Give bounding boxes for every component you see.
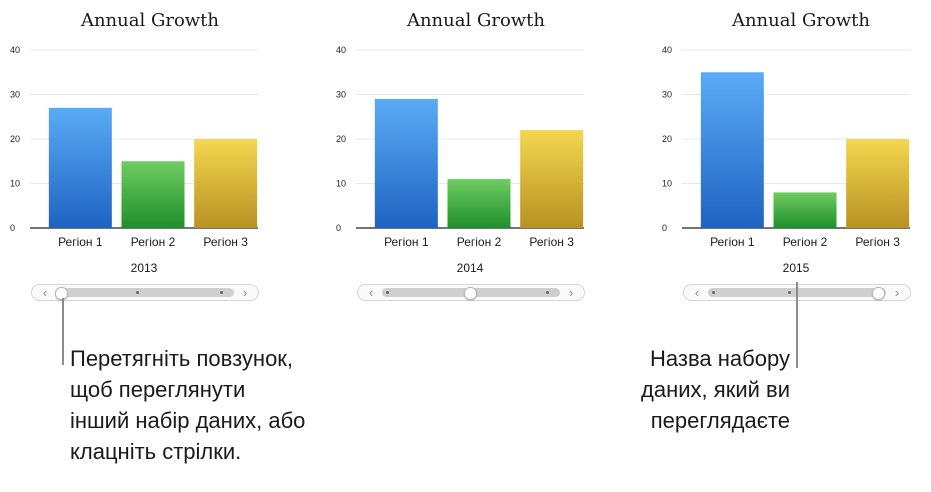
slider-step-dot xyxy=(386,291,389,294)
slider-step-dot xyxy=(220,291,223,294)
bar-chart: 0 10 20 30 40 Регіон 1 Регіон 2 Регіон 3 xyxy=(10,45,258,249)
x-tick-label: Регіон 3 xyxy=(203,235,248,249)
bar-chart: 0 10 20 30 40 Регіон 1 Регіон 2 Регіон 3 xyxy=(662,45,910,249)
dataset-callout-line xyxy=(796,282,798,368)
chart-panel-2014: Annual Growth 0 10 20 30 40 Регіон 1 Регіон 2 Р… xyxy=(326,0,626,320)
slider-thumb[interactable] xyxy=(463,287,477,300)
chart-panel-2013: Annual Growth 0 10 20 30 40 Регіон 1 Регіон 2 Р… xyxy=(0,0,300,320)
dataset-slider[interactable]: ‹ › xyxy=(357,284,585,301)
slider-callout-text: Перетягніть повзунок, щоб переглянути ін… xyxy=(70,346,306,464)
bar-1 xyxy=(700,72,764,228)
slider-callout-line xyxy=(62,298,64,365)
bar-3 xyxy=(520,130,584,228)
dataset-callout-text: Назва набору даних, який ви переглядаєте xyxy=(641,346,790,433)
slider-thumb[interactable] xyxy=(55,287,68,300)
next-arrow-button[interactable]: › xyxy=(894,285,900,300)
x-tick-label: Регіон 3 xyxy=(529,235,574,249)
next-arrow-button[interactable]: › xyxy=(568,285,574,300)
chart-panel-2015: Annual Growth 0 10 20 30 40 Регіон 1 Регіон 2 Р… xyxy=(652,0,931,320)
dataset-name: 2013 xyxy=(130,261,158,275)
x-tick-label: Регіон 2 xyxy=(131,235,176,249)
y-tick-label: 0 xyxy=(10,223,15,233)
y-tick-label: 0 xyxy=(336,223,341,233)
bar-2 xyxy=(447,179,511,228)
y-tick-label: 10 xyxy=(10,179,20,189)
x-tick-label: Регіон 2 xyxy=(457,235,502,249)
x-tick-label: Регіон 3 xyxy=(855,235,900,249)
next-arrow-button[interactable]: › xyxy=(242,285,248,300)
chart-title: Annual Growth xyxy=(406,10,546,31)
bar-chart: 0 10 20 30 40 Регіон 1 Регіон 2 Регіон 3 xyxy=(336,45,584,249)
bar-1 xyxy=(48,107,112,228)
dataset-name: 2014 xyxy=(456,261,484,275)
slider-step-dot xyxy=(136,291,139,294)
chart-title: Annual Growth xyxy=(80,10,220,31)
y-tick-label: 0 xyxy=(662,223,667,233)
y-tick-label: 30 xyxy=(10,90,20,100)
chart-title: Annual Growth xyxy=(731,10,871,31)
bar-2 xyxy=(773,192,837,228)
x-tick-label: Регіон 1 xyxy=(58,235,103,249)
slider-track[interactable] xyxy=(55,287,234,300)
y-tick-label: 40 xyxy=(662,45,672,55)
slider-step-dot xyxy=(712,291,715,294)
slider-track[interactable] xyxy=(382,287,560,300)
y-tick-label: 40 xyxy=(336,45,346,55)
y-tick-label: 20 xyxy=(10,134,20,144)
slider-thumb[interactable] xyxy=(872,287,885,300)
slider-step-dot xyxy=(546,291,549,294)
previous-arrow-button[interactable]: ‹ xyxy=(694,285,700,300)
previous-arrow-button[interactable]: ‹ xyxy=(368,285,374,300)
bar-2 xyxy=(121,161,185,228)
previous-arrow-button[interactable]: ‹ xyxy=(42,285,48,300)
dataset-slider[interactable]: ‹ › xyxy=(31,284,259,301)
x-tick-label: Регіон 1 xyxy=(710,235,755,249)
y-tick-label: 30 xyxy=(336,90,346,100)
y-tick-label: 10 xyxy=(662,179,672,189)
y-tick-label: 40 xyxy=(10,45,20,55)
y-tick-label: 10 xyxy=(336,179,346,189)
x-tick-label: Регіон 1 xyxy=(384,235,429,249)
x-tick-label: Регіон 2 xyxy=(783,235,828,249)
bar-1 xyxy=(374,98,438,228)
bar-3 xyxy=(846,139,910,228)
y-tick-label: 30 xyxy=(662,90,672,100)
slider-step-dot xyxy=(788,291,791,294)
y-tick-label: 20 xyxy=(662,134,672,144)
bar-3 xyxy=(194,139,258,228)
dataset-name: 2015 xyxy=(782,261,810,275)
y-tick-label: 20 xyxy=(336,134,346,144)
